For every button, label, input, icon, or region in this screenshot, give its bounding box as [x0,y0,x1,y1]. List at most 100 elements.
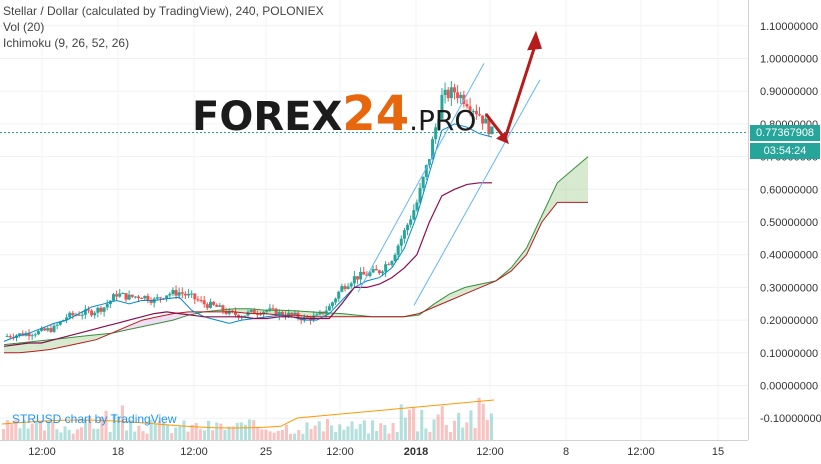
arrow-up-head [527,30,542,51]
candle-body [171,290,175,294]
volume-bar [399,404,403,440]
candle-body [334,298,338,303]
candle-body [280,311,284,316]
candle-body [265,310,269,312]
candle-body [324,310,328,314]
candles [5,80,494,342]
volume-bar [108,431,112,440]
volume-bar [416,431,420,440]
volume-bar [96,428,100,440]
volume-bar [268,431,272,440]
x-tick-label: 8 [563,446,569,458]
volume-bar [440,406,444,440]
candle-body [387,264,391,266]
cloud-segment [557,169,573,203]
volume-bar [219,423,223,440]
tenkan-sen-line [3,123,493,342]
candle-body [340,286,344,292]
y-tick-label: 0.20000000 [760,315,818,327]
candle-body [440,95,444,119]
candle-body [337,291,341,299]
candle-body [146,295,150,301]
volume-bar [6,419,10,440]
volume-bar [223,429,227,440]
x-tick-label: 12:00 [326,446,354,458]
candle-body [177,292,181,296]
candle-body [180,292,184,294]
candle-body [208,301,212,308]
candle-body [68,312,72,318]
candle-body [459,94,463,99]
volume-bar [379,423,383,440]
candle-body [255,313,259,315]
volume-bar [350,421,354,440]
candle-body [346,286,350,289]
chart-legend: Stellar / Dollar (calculated by TradingV… [3,3,324,51]
candle-body [111,294,115,301]
candle-body [190,293,194,295]
legend-ichimoku: Ichimoku (9, 26, 52, 26) [3,36,130,50]
candle-body [471,110,475,112]
candle-body [368,272,372,276]
kijun-sen-line [3,182,492,347]
candle-body [240,316,244,318]
y-tick-label: -0.10000000 [760,413,821,425]
candle-body [174,290,178,296]
volume-bar [280,429,284,440]
channel-lower-line [413,79,541,306]
candle-body [465,104,469,107]
candle-body [199,300,203,302]
volume-bar [133,431,137,440]
x-tick-label: 15 [712,446,724,458]
candle-body [431,139,435,160]
candle-body [137,296,141,299]
volume-bar [354,429,358,440]
cloud-segment [449,287,466,301]
volume-bar [100,416,104,440]
candle-body [118,293,122,297]
tradingview-watermark[interactable]: STRUSD chart by TradingView [12,412,177,426]
candle-body [43,328,47,331]
volume-bar [38,421,42,440]
volume-ma-line [1,399,495,429]
candle-body [133,296,137,298]
volume-bar [63,426,67,440]
y-tick-label: 0.40000000 [760,250,818,262]
cloud-segment [541,182,558,222]
candle-body [5,336,9,338]
volume-bar [211,430,215,440]
volume-bar [207,420,211,440]
y-tick-label: 1.00000000 [760,54,818,66]
candle-body [46,328,50,331]
candle-body [312,315,316,321]
volume-bar [489,413,493,440]
volume-bar [190,424,194,440]
candle-body [399,238,403,246]
candle-body [115,294,119,297]
volume-bar [424,428,428,440]
volume-bar [59,432,63,440]
volume-bars [1,397,495,440]
volume-bar [457,413,461,440]
drawings [0,30,748,306]
candle-body [481,115,485,124]
cloud-segment [526,215,542,255]
volume-bar [481,403,485,440]
volume-bar [301,433,305,440]
volume-bar [371,420,375,440]
candle-body [402,230,406,239]
volume-bar [297,430,301,440]
volume-bar [145,433,149,440]
candle-body [349,283,353,287]
candle-body [362,271,366,275]
y-tick-label: 0.90000000 [760,86,818,98]
candle-body [99,307,103,312]
cloud-segment [65,336,81,347]
grid [0,0,748,440]
volume-bar [174,427,178,440]
volume-bar [10,424,14,440]
candle-body [421,176,425,188]
volume-bar [84,419,88,440]
candle-body [352,276,356,284]
